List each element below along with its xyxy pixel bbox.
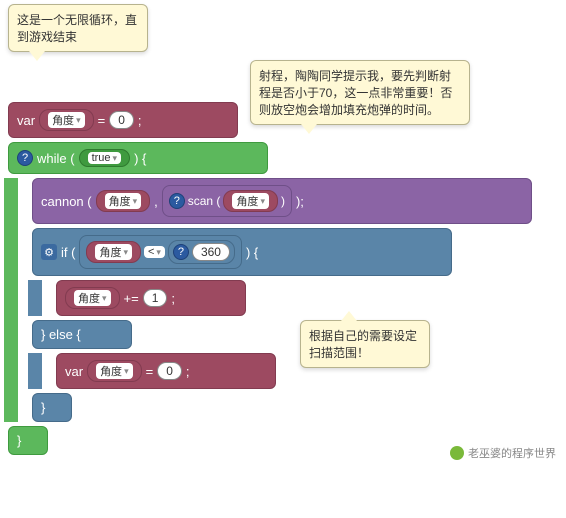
op-eq-2: = [146, 364, 154, 379]
op-pluseq: += [124, 291, 139, 306]
block-while-close[interactable]: } [8, 426, 48, 455]
bool-true-pill[interactable]: true [79, 149, 131, 167]
kw-var-2: var [65, 364, 83, 379]
var-angle-pill[interactable]: 角度 [39, 109, 94, 131]
callout-range-text: 射程，陶陶同学提示我，要先判断射程是否小于70，这一点非常重要！否则放空炮会增加… [259, 69, 452, 117]
gear-icon[interactable]: ⚙ [41, 244, 57, 260]
cmp-op[interactable]: < [144, 246, 165, 258]
block-cannon[interactable]: cannon ( 角度 , ? scan ( 角度 ) ); [32, 178, 532, 224]
semi-1: ; [138, 113, 142, 128]
block-increment[interactable]: 角度 += 1 ; [56, 280, 246, 316]
limit-help-icon[interactable]: ? [173, 244, 189, 260]
kw-if: if ( [61, 245, 75, 260]
scan-call[interactable]: ? scan ( 角度 ) [162, 185, 292, 217]
cmp-left[interactable]: 角度 [86, 241, 141, 263]
fn-scan: scan ( [188, 194, 221, 208]
cannon-arg1-dd[interactable]: 角度 [105, 193, 142, 209]
brace-close-if: } [41, 400, 45, 415]
block-if-close[interactable]: } [32, 393, 72, 422]
cmp-left-dd[interactable]: 角度 [95, 244, 132, 260]
block-var-reset[interactable]: var 角度 = 0 ; [56, 353, 276, 389]
block-while[interactable]: ? while ( true ) { [8, 142, 268, 174]
bool-true-dd[interactable]: true [88, 152, 122, 164]
footer-text: 老巫婆的程序世界 [468, 445, 556, 461]
scan-arg[interactable]: 角度 [223, 190, 278, 212]
inc-var[interactable]: 角度 [65, 287, 120, 309]
callout-range: 射程，陶陶同学提示我，要先判断射程是否小于70，这一点非常重要！否则放空炮会增加… [250, 60, 470, 125]
callout-loop-text: 这是一个无限循环，直到游戏结束 [17, 13, 137, 44]
cannon-arg1[interactable]: 角度 [96, 190, 151, 212]
num-one[interactable]: 1 [143, 289, 168, 307]
inc-var-dd[interactable]: 角度 [74, 290, 111, 306]
fn-cannon: cannon ( [41, 194, 92, 209]
num-limit[interactable]: 360 [192, 243, 230, 261]
var-angle-dd[interactable]: 角度 [48, 112, 85, 128]
semi-2: ; [171, 291, 175, 306]
callout-scan: 根据自己的需要设定扫描范围！ [300, 320, 430, 368]
reset-var-dd[interactable]: 角度 [96, 363, 133, 379]
kw-else: } else { [41, 327, 81, 342]
kw-var: var [17, 113, 35, 128]
if-close: ) { [246, 245, 258, 260]
footer: 老巫婆的程序世界 [450, 445, 556, 461]
help-icon[interactable]: ? [17, 150, 33, 166]
num-zero-2[interactable]: 0 [157, 362, 182, 380]
callout-scan-text: 根据自己的需要设定扫描范围！ [309, 329, 417, 360]
cannon-close: ); [296, 194, 304, 209]
kw-while: while ( [37, 151, 75, 166]
scan-help-icon[interactable]: ? [169, 193, 185, 209]
reset-var[interactable]: 角度 [87, 360, 142, 382]
semi-3: ; [186, 364, 190, 379]
wechat-icon [450, 446, 464, 460]
cmp-right-wrap[interactable]: ? 360 [168, 240, 235, 264]
block-else[interactable]: } else { [32, 320, 132, 349]
comma: , [154, 194, 158, 209]
block-var-declare[interactable]: var 角度 = 0 ; [8, 102, 238, 138]
scan-close: ) [281, 194, 285, 208]
scan-arg-dd[interactable]: 角度 [232, 193, 269, 209]
compare-expr[interactable]: 角度 < ? 360 [79, 235, 242, 269]
brace-close-while: } [17, 433, 21, 448]
block-if[interactable]: ⚙ if ( 角度 < ? 360 ) { [32, 228, 452, 276]
callout-loop: 这是一个无限循环，直到游戏结束 [8, 4, 148, 52]
while-close: ) { [134, 151, 146, 166]
op-eq: = [98, 113, 106, 128]
num-zero[interactable]: 0 [109, 111, 134, 129]
